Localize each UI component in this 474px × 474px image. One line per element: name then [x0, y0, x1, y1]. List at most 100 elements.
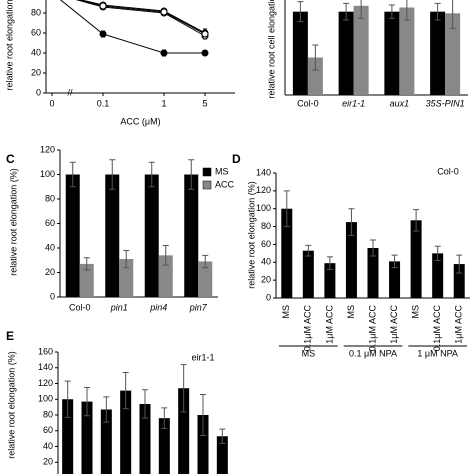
error-bar: [188, 159, 195, 190]
bar: [430, 11, 446, 96]
group-label: 0.1 μM NPA: [349, 348, 397, 358]
error-bar: [162, 245, 169, 266]
error-bar: [161, 407, 168, 429]
bar: [119, 259, 134, 297]
error-bar: [202, 254, 209, 269]
legend-swatch: [202, 167, 212, 177]
error-bar: [200, 394, 206, 436]
line: [75, 0, 206, 37]
error-bar: [180, 364, 187, 413]
marker: [99, 2, 107, 10]
x-tick-label: 1μM ACC: [389, 305, 399, 344]
y-tick-label: 80: [43, 409, 53, 419]
y-tick-label: 60: [45, 218, 55, 228]
bar: [158, 255, 173, 297]
bar: [281, 208, 293, 298]
marker: [160, 49, 168, 57]
bar: [432, 253, 444, 298]
y-tick-label: 100: [40, 169, 55, 179]
error-bar: [219, 428, 226, 444]
y-tick-label: 40: [31, 47, 41, 57]
y-tick-label: 0: [266, 292, 271, 302]
y-tick-label: 120: [40, 144, 55, 154]
bar: [302, 250, 314, 298]
bar: [367, 248, 379, 298]
bar: [100, 409, 112, 474]
x-tick-label: MS: [281, 305, 291, 319]
marker: [99, 30, 107, 38]
axis-break: //: [67, 87, 73, 97]
y-tick-label: 60: [261, 239, 271, 249]
bar: [79, 263, 94, 297]
bar: [139, 403, 151, 474]
panel-label: C: [6, 152, 15, 166]
error-bar: [434, 2, 441, 21]
legend-swatch: [202, 180, 212, 190]
error-bar: [456, 254, 463, 274]
y-tick-label: 20: [31, 67, 41, 77]
x-tick-label: 1μM ACC: [454, 305, 464, 344]
legend-label: MS: [215, 166, 229, 176]
y-tick-label: 160: [38, 346, 53, 356]
x-tick-label: pin7: [189, 302, 208, 312]
x-tick-label: 0.1μM ACC: [367, 305, 377, 352]
bar: [453, 264, 465, 298]
x-tick-label: pin1: [110, 302, 128, 312]
y-tick-label: 40: [45, 242, 55, 252]
x-tick-label: eir1-1: [342, 98, 365, 108]
y-tick-label: 40: [43, 441, 53, 451]
error-bar: [283, 190, 290, 228]
annotation: Col-0: [437, 166, 459, 176]
error-bar: [434, 245, 441, 261]
error-bar: [358, 0, 365, 19]
x-tick-label: 0: [49, 98, 54, 108]
bar: [105, 174, 120, 297]
y-tick-label: 120: [256, 185, 271, 195]
y-tick-label: 0: [48, 472, 53, 474]
y-tick-label: 60: [43, 425, 53, 435]
error-bar: [326, 256, 333, 270]
bar: [445, 13, 461, 95]
error-bar: [413, 209, 420, 232]
y-tick-label: 0: [50, 291, 55, 301]
error-bar: [297, 1, 304, 23]
error-bar: [142, 389, 148, 419]
bar: [81, 401, 93, 474]
group-label: 1 μM NPA: [417, 348, 458, 358]
bar: [389, 261, 401, 298]
x-tick-label: pin4: [149, 302, 167, 312]
panel-label: E: [6, 329, 14, 343]
line: [79, 0, 206, 34]
x-tick-label: aux1: [390, 98, 410, 108]
bar: [384, 11, 400, 96]
y-tick-label: 100: [256, 203, 271, 213]
y-tick-label: 20: [45, 267, 55, 277]
error-bar: [449, 0, 456, 29]
marker: [201, 49, 209, 57]
x-tick-label: 0.1μM ACC: [303, 305, 313, 352]
y-axis-label: relative root elongation (%): [246, 181, 256, 289]
panel-label: D: [232, 152, 241, 166]
y-axis-label: relative root cell elongation: [266, 0, 276, 99]
legend-label: ACC: [215, 179, 235, 189]
bar: [399, 7, 415, 95]
error-bar: [122, 371, 129, 410]
error-bar: [388, 4, 395, 19]
annotation: eir1-1: [191, 352, 214, 362]
bar: [307, 57, 323, 95]
bar: [345, 222, 357, 298]
group-label: MS: [302, 348, 316, 358]
y-tick-label: 60: [31, 27, 41, 37]
bar: [184, 174, 199, 297]
bar: [324, 263, 336, 298]
bar: [158, 418, 170, 474]
marker: [160, 8, 168, 16]
error-bar: [123, 249, 130, 269]
error-bar: [83, 257, 90, 271]
y-tick-label: 80: [31, 7, 41, 17]
error-bar: [312, 44, 319, 71]
bar: [62, 399, 74, 474]
x-tick-label: 1μM ACC: [324, 305, 334, 344]
